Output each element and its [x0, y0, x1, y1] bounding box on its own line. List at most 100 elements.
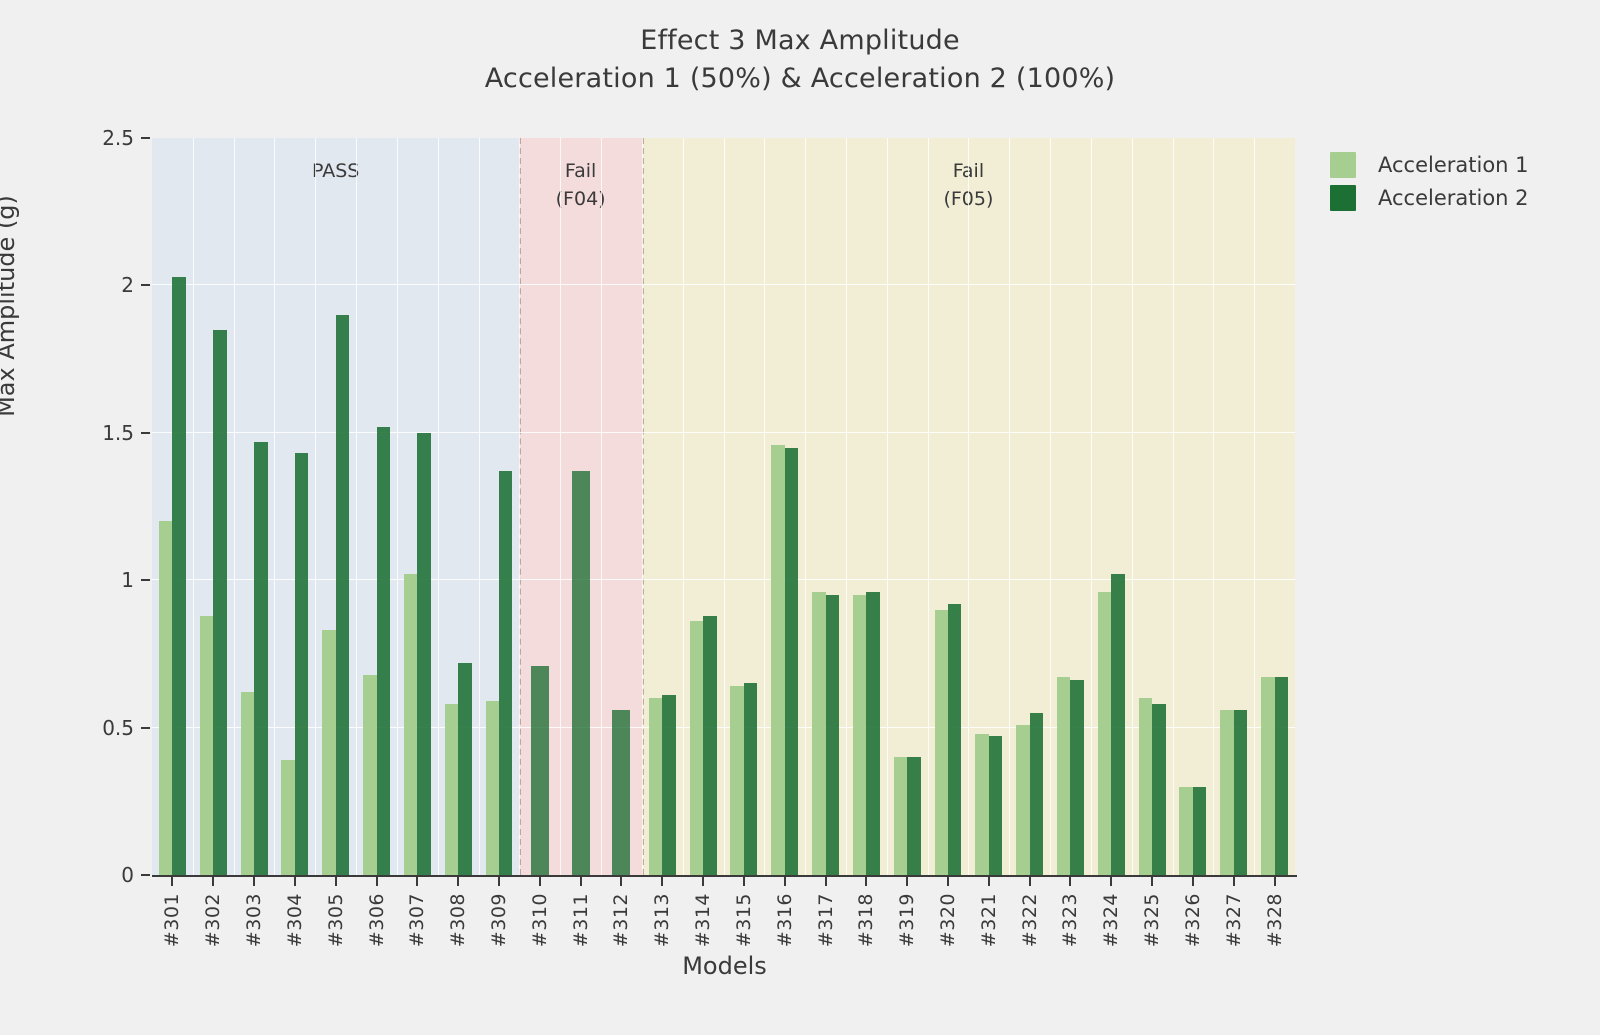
x-axis-tick-label-309: #309 — [487, 893, 510, 948]
x-axis-tick-mark — [620, 877, 623, 886]
x-axis-tick-mark — [947, 877, 950, 886]
y-axis-tick-label: 1 — [121, 568, 134, 593]
bar-accel1-327 — [1220, 709, 1234, 875]
gridline-vertical — [1090, 138, 1092, 875]
gridline-vertical — [601, 138, 603, 875]
bar-accel1-314 — [689, 621, 704, 875]
bar-accel2-308 — [458, 662, 472, 875]
plot-area: PASS Fail (F04) Fail (F05) — [152, 138, 1295, 875]
bar-accel1-322 — [1016, 724, 1030, 875]
bar-accel1-313 — [648, 698, 663, 875]
x-axis-tick-label-326: #326 — [1181, 893, 1204, 948]
y-axis-tick-mark — [141, 874, 150, 876]
gridline-vertical — [478, 138, 480, 875]
bar-accel2-319 — [907, 757, 921, 875]
x-axis-tick-mark — [1151, 877, 1154, 886]
bar-accel2-314 — [703, 615, 717, 875]
bar-accel2-305 — [335, 314, 350, 875]
x-axis-tick-label-302: #302 — [202, 893, 225, 948]
bar-accel2-301 — [172, 276, 186, 875]
chart-subtitle: Acceleration 1 (50%) & Acceleration 2 (1… — [484, 63, 1116, 95]
bar-accel2-328 — [1274, 677, 1289, 875]
x-axis-tick-mark — [987, 877, 990, 886]
y-axis-tick-mark — [141, 431, 150, 434]
bar-accel2-312 — [612, 709, 631, 875]
gridline-vertical — [233, 138, 235, 875]
bar-accel1-319 — [893, 757, 908, 875]
legend-item-2[interactable]: Acceleration 2 — [1330, 181, 1529, 214]
y-axis-tick-mark — [141, 284, 150, 287]
gridline-vertical — [274, 138, 276, 875]
x-axis-tick-mark — [661, 877, 664, 886]
x-axis-tick-mark — [375, 877, 378, 886]
x-axis-tick-label-311: #311 — [569, 893, 592, 948]
chart-legend: Acceleration 1 Acceleration 2 — [1330, 148, 1529, 214]
bar-accel1-308 — [444, 704, 459, 875]
bar-accel1-323 — [1057, 677, 1071, 875]
gridline-vertical — [437, 138, 439, 875]
bar-accel1-328 — [1261, 677, 1275, 875]
bar-accel2-323 — [1070, 680, 1084, 875]
bar-accel1-306 — [363, 674, 377, 875]
x-axis-tick-label-322: #322 — [1018, 893, 1041, 948]
x-axis-tick-label-327: #327 — [1222, 893, 1245, 948]
region-divider-f05 — [641, 138, 644, 875]
bar-accel2-303 — [254, 441, 268, 875]
gridline-vertical — [1213, 138, 1215, 875]
y-axis-tick-label: 2 — [121, 273, 134, 298]
x-axis-tick-label-320: #320 — [937, 893, 960, 948]
bar-accel1-315 — [730, 686, 744, 875]
x-axis-tick-label-303: #303 — [243, 893, 266, 948]
bar-accel2-325 — [1152, 704, 1166, 875]
x-axis-tick-mark — [457, 877, 460, 886]
gridline-vertical — [1009, 138, 1011, 875]
bar-accel1-320 — [934, 609, 948, 875]
x-axis-tick-label-305: #305 — [324, 893, 347, 948]
bar-accel1-304 — [281, 760, 295, 875]
x-axis-tick-mark — [906, 877, 909, 886]
x-axis-tick-label-301: #301 — [161, 893, 184, 948]
x-axis-tick-mark — [824, 877, 827, 886]
bar-accel1-317 — [812, 592, 826, 875]
legend-label: Acceleration 1 — [1378, 152, 1529, 177]
x-axis-tick-mark — [1273, 877, 1276, 886]
gridline-vertical — [845, 138, 847, 875]
x-axis-tick-label-315: #315 — [732, 893, 755, 948]
bar-accel2-302 — [213, 329, 227, 875]
legend-label: Acceleration 2 — [1378, 185, 1529, 210]
gridline-vertical — [723, 138, 725, 875]
bar-accel2-321 — [988, 736, 1003, 875]
bar-accel1-303 — [240, 692, 255, 875]
x-axis-label: Models — [682, 952, 767, 980]
bar-accel2-320 — [948, 603, 962, 875]
x-axis-tick-label-312: #312 — [610, 893, 633, 948]
x-axis-tick-mark — [579, 877, 582, 886]
x-axis-tick-mark — [497, 877, 500, 886]
bar-accel2-324 — [1111, 574, 1125, 875]
x-axis-tick-label-323: #323 — [1059, 893, 1082, 948]
legend-swatch-icon — [1330, 151, 1356, 178]
gridline-vertical — [192, 138, 194, 875]
gridline-vertical — [764, 138, 766, 875]
x-axis-tick-mark — [416, 877, 419, 886]
x-axis-tick-mark — [865, 877, 868, 886]
bar-accel2-327 — [1233, 709, 1248, 875]
page-title: Effect 3 Max Amplitude — [640, 25, 960, 56]
gridline-vertical — [1254, 138, 1256, 875]
x-axis-tick-label-306: #306 — [365, 893, 388, 948]
gridline-vertical — [356, 138, 358, 875]
x-axis-tick-mark — [293, 877, 296, 886]
x-axis-tick-label-324: #324 — [1100, 893, 1123, 948]
legend-item-1[interactable]: Acceleration 1 — [1330, 148, 1529, 181]
x-axis-tick-label-328: #328 — [1263, 893, 1286, 948]
gridline-vertical — [682, 138, 684, 875]
bar-accel2-307 — [417, 432, 431, 875]
x-axis-tick-mark — [212, 877, 215, 886]
x-axis-tick-label-313: #313 — [651, 893, 674, 948]
x-axis-tick-label-316: #316 — [773, 893, 796, 948]
y-axis-tick-mark — [141, 726, 150, 729]
gridline-vertical — [315, 138, 317, 875]
y-axis-tick-label: 0.5 — [102, 715, 134, 740]
x-axis-tick-mark — [171, 877, 174, 886]
bar-accel1-307 — [403, 574, 418, 875]
